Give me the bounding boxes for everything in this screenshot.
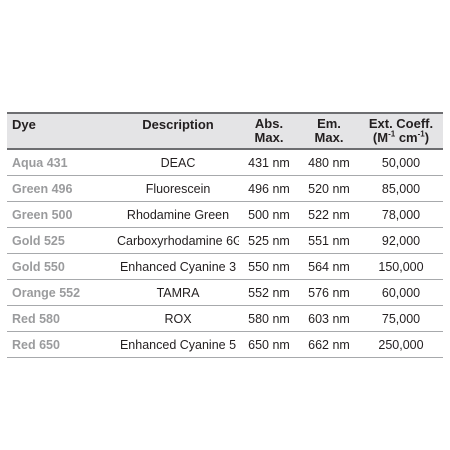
dye-description: Enhanced Cyanine 3 (119, 259, 237, 274)
dye-name: Gold 525 (12, 233, 65, 248)
header-abs-line1: Abs. (254, 117, 284, 131)
ext-coeff: 78,000 (381, 207, 421, 222)
table-row: Gold 525 Carboxyrhodamine 6G 525 nm 551 … (7, 228, 443, 254)
dye-description: ROX (164, 311, 192, 326)
em-max: 520 nm (308, 181, 350, 196)
header-ext-unit-cm-sup: -1 (417, 129, 425, 139)
ext-coeff: 75,000 (381, 311, 421, 326)
abs-max: 580 nm (248, 311, 290, 326)
dye-description: Fluorescein (145, 181, 211, 196)
dye-name: Green 500 (12, 207, 73, 222)
table-row: Green 496 Fluorescein 496 nm 520 nm 85,0… (7, 176, 443, 202)
table-header: Dye Description Abs. Max. Em. Max. Ext. … (7, 112, 443, 150)
dye-description: Rhodamine Green (126, 207, 230, 222)
header-abs-max: Abs. Max. (239, 117, 299, 145)
em-max: 576 nm (308, 285, 350, 300)
ext-coeff: 50,000 (381, 155, 421, 170)
dye-table: Dye Description Abs. Max. Em. Max. Ext. … (7, 112, 443, 358)
header-description: Description (142, 117, 214, 132)
em-max: 480 nm (308, 155, 350, 170)
header-em-max: Em. Max. (299, 117, 359, 145)
abs-max: 431 nm (248, 155, 290, 170)
em-max: 603 nm (308, 311, 350, 326)
dye-description: Carboxyrhodamine 6G (117, 233, 239, 248)
abs-max: 650 nm (248, 337, 290, 352)
dye-description: DEAC (160, 155, 196, 170)
header-ext-coeff: Ext. Coeff. (M-1 cm-1) (359, 117, 443, 145)
table-row: Aqua 431 DEAC 431 nm 480 nm 50,000 (7, 150, 443, 176)
em-max: 522 nm (308, 207, 350, 222)
header-ext-unit-m-sup: -1 (388, 129, 396, 139)
header-dye: Dye (12, 117, 36, 132)
header-ext-line1: Ext. Coeff. (368, 117, 434, 131)
ext-coeff: 60,000 (381, 285, 421, 300)
ext-coeff: 92,000 (381, 233, 421, 248)
header-abs-line2: Max. (254, 130, 284, 145)
ext-coeff: 85,000 (381, 181, 421, 196)
dye-description: TAMRA (156, 285, 200, 300)
header-ext-unit-m: (M (372, 130, 389, 145)
header-em-line1: Em. (317, 117, 341, 131)
table-row: Green 500 Rhodamine Green 500 nm 522 nm … (7, 202, 443, 228)
dye-name: Green 496 (12, 181, 73, 196)
dye-name: Orange 552 (12, 285, 81, 300)
em-max: 551 nm (308, 233, 350, 248)
abs-max: 525 nm (248, 233, 290, 248)
dye-description: Enhanced Cyanine 5 (119, 337, 237, 352)
em-max: 564 nm (308, 259, 350, 274)
abs-max: 550 nm (248, 259, 290, 274)
table-row: Red 650 Enhanced Cyanine 5 650 nm 662 nm… (7, 332, 443, 358)
header-ext-unit-cm: cm (395, 130, 418, 145)
table-row: Red 580 ROX 580 nm 603 nm 75,000 (7, 306, 443, 332)
dye-name: Red 650 (12, 337, 60, 352)
ext-coeff: 250,000 (378, 337, 424, 352)
header-ext-unit-close: ) (424, 130, 430, 145)
abs-max: 552 nm (248, 285, 290, 300)
dye-name: Gold 550 (12, 259, 65, 274)
abs-max: 496 nm (248, 181, 290, 196)
em-max: 662 nm (308, 337, 350, 352)
dye-name: Aqua 431 (12, 155, 68, 170)
table-row: Orange 552 TAMRA 552 nm 576 nm 60,000 (7, 280, 443, 306)
abs-max: 500 nm (248, 207, 290, 222)
ext-coeff: 150,000 (378, 259, 424, 274)
header-em-line2: Max. (314, 130, 344, 145)
header-ext-unit: (M-1 cm-1) (359, 129, 443, 145)
dye-name: Red 580 (12, 311, 60, 326)
table-row: Gold 550 Enhanced Cyanine 3 550 nm 564 n… (7, 254, 443, 280)
